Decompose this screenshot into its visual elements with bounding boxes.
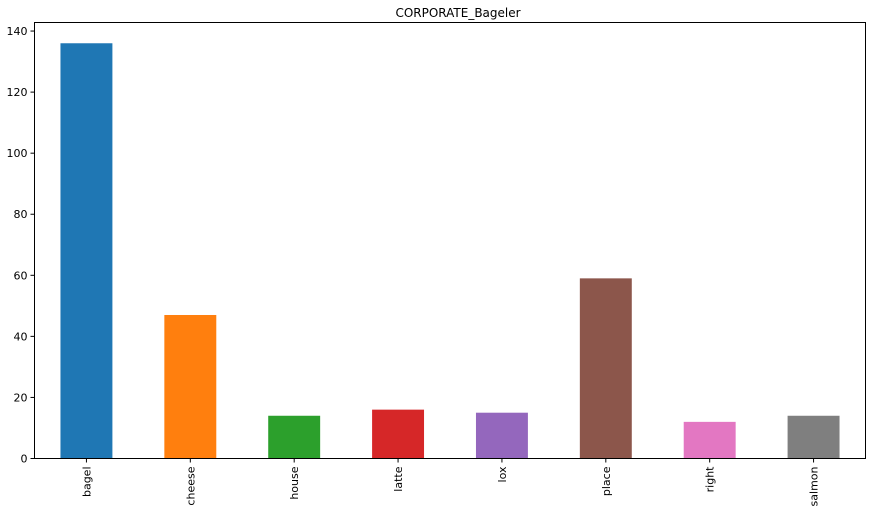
x-tick-label: place	[600, 466, 613, 496]
bar-lox	[475, 412, 528, 459]
bars-group	[60, 43, 840, 459]
x-tick-label: cheese	[184, 466, 197, 505]
bar-place	[579, 278, 632, 459]
x-tick-label: bagel	[80, 467, 93, 498]
bar-right	[683, 421, 736, 459]
x-axis: bagel cheese house latte lox place right salmon	[80, 458, 821, 506]
bar-latte	[372, 409, 425, 459]
x-tick-label: lox	[496, 466, 509, 482]
y-tick-label: 120	[7, 86, 28, 99]
y-tick-label: 80	[14, 208, 28, 221]
y-tick-label: 0	[21, 453, 28, 466]
bar-bagel	[60, 43, 113, 459]
y-axis: 0 20 40 60 80 100 120 140	[7, 25, 35, 466]
y-tick-label: 140	[7, 25, 28, 38]
chart-title: CORPORATE_Bageler	[395, 6, 520, 20]
x-tick-label: house	[288, 466, 301, 499]
y-tick-label: 60	[14, 269, 28, 282]
bar-cheese	[164, 314, 217, 459]
y-tick-label: 40	[14, 330, 28, 343]
y-tick-label: 100	[7, 147, 28, 160]
bar-salmon	[787, 415, 840, 459]
x-tick-label: latte	[392, 466, 405, 491]
plot-frame	[34, 22, 866, 459]
x-tick-label: right	[704, 466, 717, 493]
bar-house	[268, 415, 321, 459]
x-tick-label: salmon	[808, 466, 821, 506]
y-tick-label: 20	[14, 391, 28, 404]
